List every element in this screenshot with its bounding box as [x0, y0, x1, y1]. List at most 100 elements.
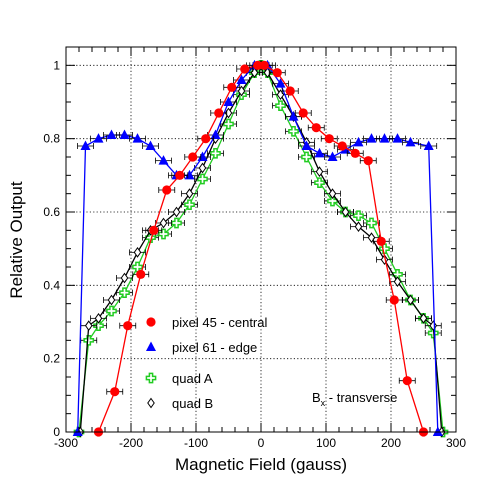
data-point [72, 426, 83, 436]
legend-label: pixel 61 - edge [172, 340, 257, 355]
data-point [393, 276, 402, 288]
data-point [341, 206, 350, 218]
data-point [350, 148, 360, 158]
annotation-rest: - transverse [325, 390, 397, 405]
data-point [298, 108, 308, 118]
data-point [272, 68, 282, 78]
data-point [259, 60, 269, 70]
x-tick-label: 0 [258, 436, 265, 450]
data-point [107, 294, 116, 306]
annotation-main: B [312, 390, 321, 405]
legend-label: quad B [172, 396, 213, 411]
legend-item-4: quad B [147, 396, 213, 411]
data-point [389, 295, 399, 305]
y-axis-label: Relative Output [7, 181, 26, 298]
data-point [94, 312, 103, 324]
data-point [314, 177, 325, 189]
data-point [327, 151, 338, 161]
data-point [120, 272, 129, 284]
data-point [188, 152, 198, 162]
data-point [353, 136, 364, 147]
data-point [253, 60, 263, 70]
ticks [65, 46, 457, 433]
legend-item-1: pixel 45 - central [146, 315, 267, 330]
data-point [197, 151, 208, 161]
data-point [106, 129, 117, 139]
data-point [184, 169, 195, 180]
data-point [392, 133, 403, 143]
annotation-subscript: x [321, 398, 326, 408]
data-point [210, 147, 221, 159]
data-point [288, 125, 299, 137]
data-point [402, 376, 412, 386]
data-point [158, 155, 169, 165]
data-point [311, 123, 321, 133]
data-point [93, 320, 104, 332]
x-tick-label: -200 [119, 436, 143, 450]
data-point [328, 188, 337, 200]
data-point [93, 133, 104, 143]
data-point [240, 64, 250, 74]
data-point [315, 166, 324, 178]
data-point [159, 217, 168, 229]
data-point [172, 206, 181, 218]
x-tick-label: 200 [381, 436, 401, 450]
data-point [419, 312, 428, 324]
data-point [175, 170, 185, 180]
y-tick-label: 0.4 [43, 278, 60, 292]
x-tick-label: -100 [184, 436, 208, 450]
data-point [123, 321, 133, 331]
x-tick-label: 300 [446, 436, 466, 450]
tick-labels: -300 -200 -100 0 100 200 300 0 0.2 0.4 0.6 0.8 1 [43, 58, 466, 450]
series-1 [93, 60, 429, 437]
legend-marker [146, 341, 156, 351]
data-point [83, 334, 95, 346]
data-point [119, 287, 130, 299]
legend-marker [147, 397, 155, 409]
series-2 [72, 59, 443, 436]
data-point [236, 74, 247, 84]
data-point [379, 243, 390, 255]
y-tick-label: 0.8 [43, 132, 60, 146]
data-point [288, 111, 299, 121]
annotation: Bx - transverse [312, 390, 397, 408]
data-point [405, 136, 416, 147]
data-point [214, 108, 224, 118]
x-axis-label: Magnetic Field (gauss) [175, 455, 347, 474]
data-point [324, 134, 334, 144]
y-tick-label: 0.2 [43, 352, 60, 366]
legend: pixel 45 - central pixel 61 - edge quad A q… [145, 315, 267, 411]
data-point [406, 294, 415, 306]
legend-label: pixel 45 - central [172, 315, 267, 330]
data-point [366, 133, 377, 143]
data-point [432, 426, 443, 436]
data-point [363, 156, 373, 166]
data-point [145, 140, 156, 150]
data-point [119, 129, 130, 139]
legend-marker [146, 317, 156, 327]
data-point [185, 188, 194, 200]
data-point [110, 387, 120, 397]
data-point [184, 199, 195, 211]
data-point [223, 96, 234, 106]
legend-item-3: quad A [145, 371, 213, 386]
legend-item-2: pixel 61 - edge [146, 340, 257, 355]
data-point [132, 133, 143, 143]
data-point [198, 162, 207, 174]
data-point [149, 225, 159, 235]
x-tick-label: 100 [316, 436, 336, 450]
data-point [423, 140, 434, 150]
data-point [327, 195, 338, 207]
data-point [210, 129, 221, 139]
data-point [376, 236, 386, 246]
data-point [314, 147, 325, 158]
data-point [301, 140, 312, 150]
data-point [379, 133, 390, 143]
data-point [136, 269, 146, 279]
data-point [227, 82, 237, 92]
data-point [201, 134, 211, 144]
data-point [80, 140, 91, 150]
x-tick-label: -300 [54, 436, 78, 450]
y-tick-label: 1 [53, 58, 60, 72]
data-point [275, 100, 286, 112]
